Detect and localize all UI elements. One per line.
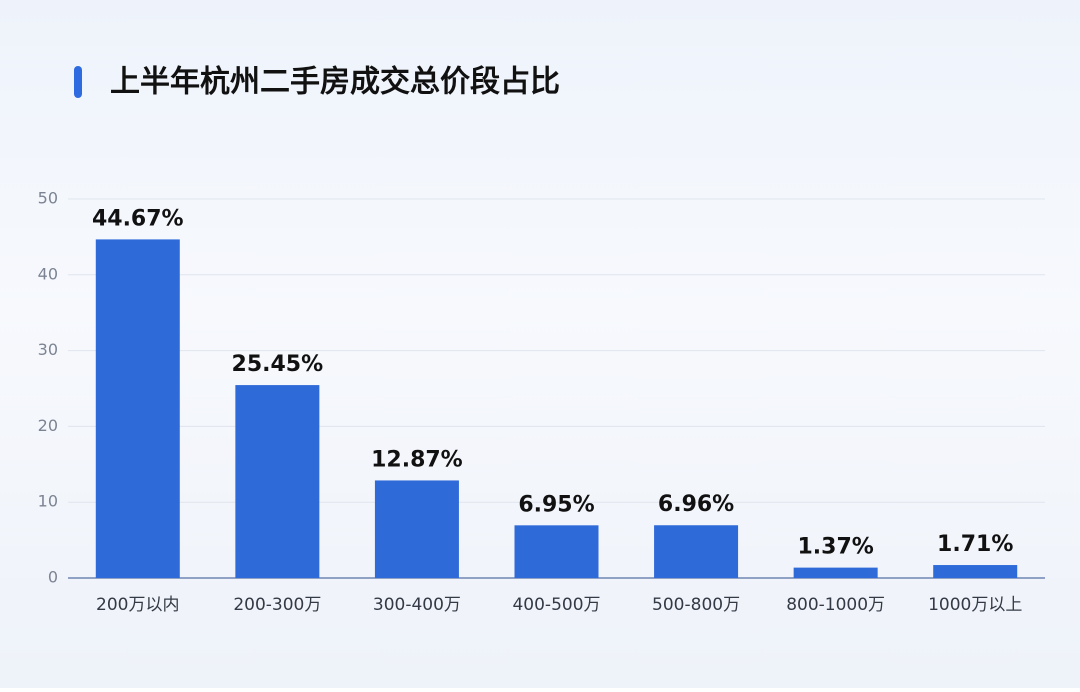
x-tick-label: 300-400万 <box>373 595 461 615</box>
x-tick-label: 1000万以上 <box>928 595 1022 615</box>
bar <box>514 525 599 578</box>
value-label: 25.45% <box>232 352 324 377</box>
y-tick-label: 50 <box>38 189 58 208</box>
y-tick-label: 0 <box>48 568 58 587</box>
value-label: 6.95% <box>518 492 594 517</box>
bar <box>95 239 180 578</box>
y-tick-label: 30 <box>38 340 58 359</box>
x-tick-label: 200-300万 <box>233 595 321 615</box>
x-tick-label: 400-500万 <box>512 595 600 615</box>
bar <box>793 567 878 578</box>
value-label: 1.71% <box>937 532 1013 557</box>
chart-title: 上半年杭州二手房成交总价段占比 <box>110 65 560 100</box>
value-label: 44.67% <box>92 206 184 231</box>
x-tick-label: 200万以内 <box>96 595 179 615</box>
value-label: 6.96% <box>658 492 734 517</box>
value-label: 12.87% <box>371 447 463 472</box>
bar <box>933 565 1018 578</box>
value-label: 1.37% <box>797 535 873 560</box>
bar <box>235 385 320 578</box>
y-tick-label: 10 <box>38 492 58 511</box>
bar <box>654 525 739 578</box>
bar <box>374 480 459 578</box>
title-marker <box>74 66 82 98</box>
x-tick-label: 800-1000万 <box>786 595 885 615</box>
x-tick-label: 500-800万 <box>652 595 740 615</box>
y-tick-label: 20 <box>38 416 58 435</box>
y-tick-label: 40 <box>38 264 58 283</box>
